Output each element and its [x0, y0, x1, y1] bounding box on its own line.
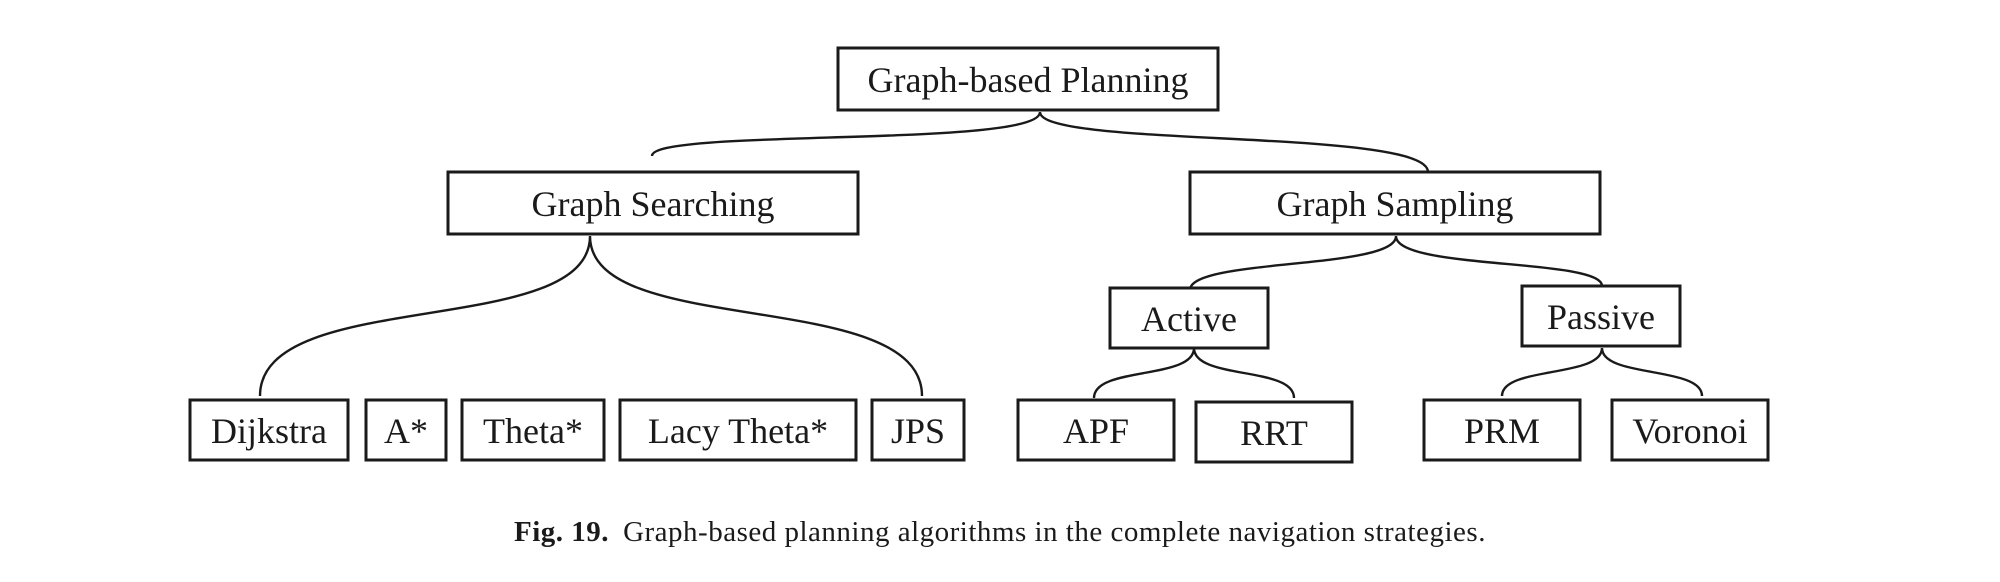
brace-passive	[1500, 347, 1704, 397]
node-dijkstra: Dijkstra	[188, 398, 350, 462]
node-apf: APF	[1016, 398, 1176, 462]
node-label: JPS	[891, 411, 945, 451]
node-passive: Passive	[1520, 284, 1682, 348]
node-label: Graph-based Planning	[868, 60, 1189, 100]
node-label: Voronoi	[1632, 411, 1747, 451]
brace-active	[1092, 347, 1296, 399]
brace-root	[650, 111, 1430, 173]
node-prm: PRM	[1422, 398, 1582, 462]
node-theta-star: Theta*	[460, 398, 606, 462]
node-label: Graph Searching	[532, 184, 775, 224]
caption-text: Graph-based planning algorithms in the c…	[623, 516, 1486, 548]
node-label: PRM	[1464, 411, 1540, 451]
node-label: Lacy Theta*	[648, 411, 828, 451]
node-graph-sampling: Graph Sampling	[1188, 170, 1602, 236]
node-active: Active	[1108, 286, 1270, 350]
node-label: Theta*	[483, 411, 583, 451]
node-graph-searching: Graph Searching	[446, 170, 860, 236]
node-lacy-theta-star: Lacy Theta*	[618, 398, 858, 462]
brace-sampling	[1188, 235, 1604, 291]
node-label: Graph Sampling	[1277, 184, 1514, 224]
node-a-star: A*	[364, 398, 448, 462]
node-label: RRT	[1240, 413, 1308, 453]
node-label: Passive	[1547, 297, 1655, 337]
node-rrt: RRT	[1194, 400, 1354, 464]
node-voronoi: Voronoi	[1610, 398, 1770, 462]
node-label: Active	[1141, 299, 1237, 339]
node-label: A*	[384, 411, 428, 451]
figure-caption: Fig. 19. Graph-based planning algorithms …	[0, 516, 2000, 549]
caption-label: Fig. 19.	[514, 516, 610, 548]
node-label: Dijkstra	[211, 411, 327, 451]
node-graph-based-planning: Graph-based Planning	[836, 46, 1220, 112]
node-label: APF	[1063, 411, 1129, 451]
node-jps: JPS	[870, 398, 966, 462]
brace-searching	[258, 235, 924, 397]
